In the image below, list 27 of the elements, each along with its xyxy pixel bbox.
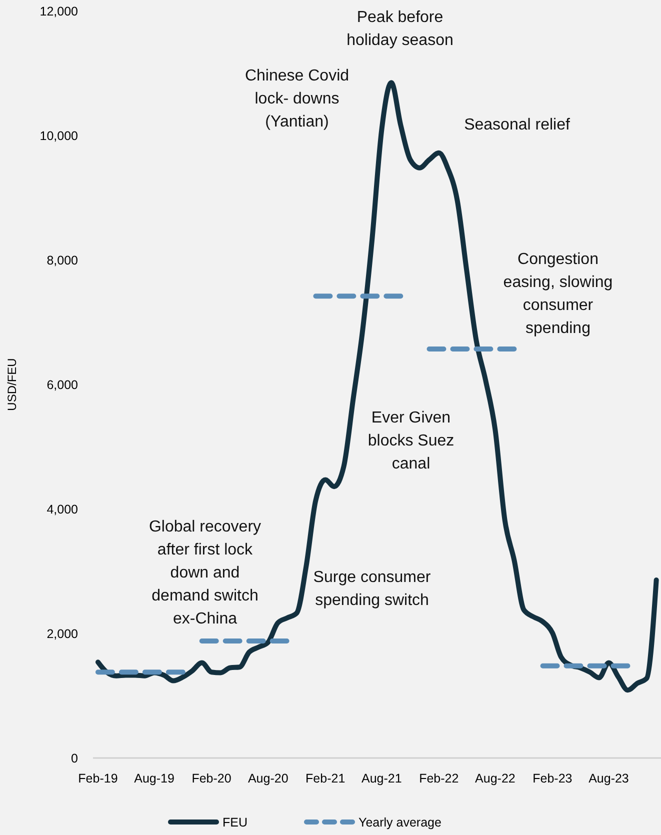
x-tick-label: Aug-22: [475, 771, 516, 786]
y-tick-label: 6,000: [46, 378, 78, 392]
annotation: Surge consumer spending switch: [313, 569, 432, 610]
annotation: Congestion easing, slowing consumer spending: [503, 251, 613, 338]
y-tick-label: 2,000: [46, 626, 78, 641]
y-tick-label: 10,000: [40, 128, 78, 143]
y-tick-label: 0: [71, 751, 78, 766]
annotation: Chinese Covid lock- downs (Yantian): [244, 68, 350, 131]
legend-label: Yearly average: [358, 815, 442, 830]
x-tick-label: Aug-19: [134, 771, 174, 786]
annotation: Peak before holiday season: [346, 9, 454, 50]
x-tick-label: Feb-23: [532, 771, 572, 786]
annotation: Ever Given blocks Suez canal: [368, 410, 454, 473]
y-tick-label: 8,000: [46, 253, 78, 268]
legend-label: FEU: [222, 815, 248, 830]
x-tick-label: Feb-20: [192, 771, 232, 786]
x-tick-label: Aug-23: [588, 771, 629, 786]
x-tick-label: Aug-20: [248, 771, 288, 786]
y-tick-label: 12,000: [40, 4, 78, 18]
annotation: Global recovery after first lock down and demand switch ex-China: [148, 518, 262, 628]
x-tick-label: Feb-19: [78, 771, 118, 786]
y-tick-label: 4,000: [46, 502, 78, 516]
annotation: Seasonal relief: [464, 116, 570, 134]
x-tick-label: Aug-21: [362, 771, 402, 786]
x-tick-label: Feb-22: [419, 771, 459, 786]
x-tick-label: Feb-21: [306, 771, 346, 786]
y-axis-title: USD/FEU: [5, 358, 19, 411]
